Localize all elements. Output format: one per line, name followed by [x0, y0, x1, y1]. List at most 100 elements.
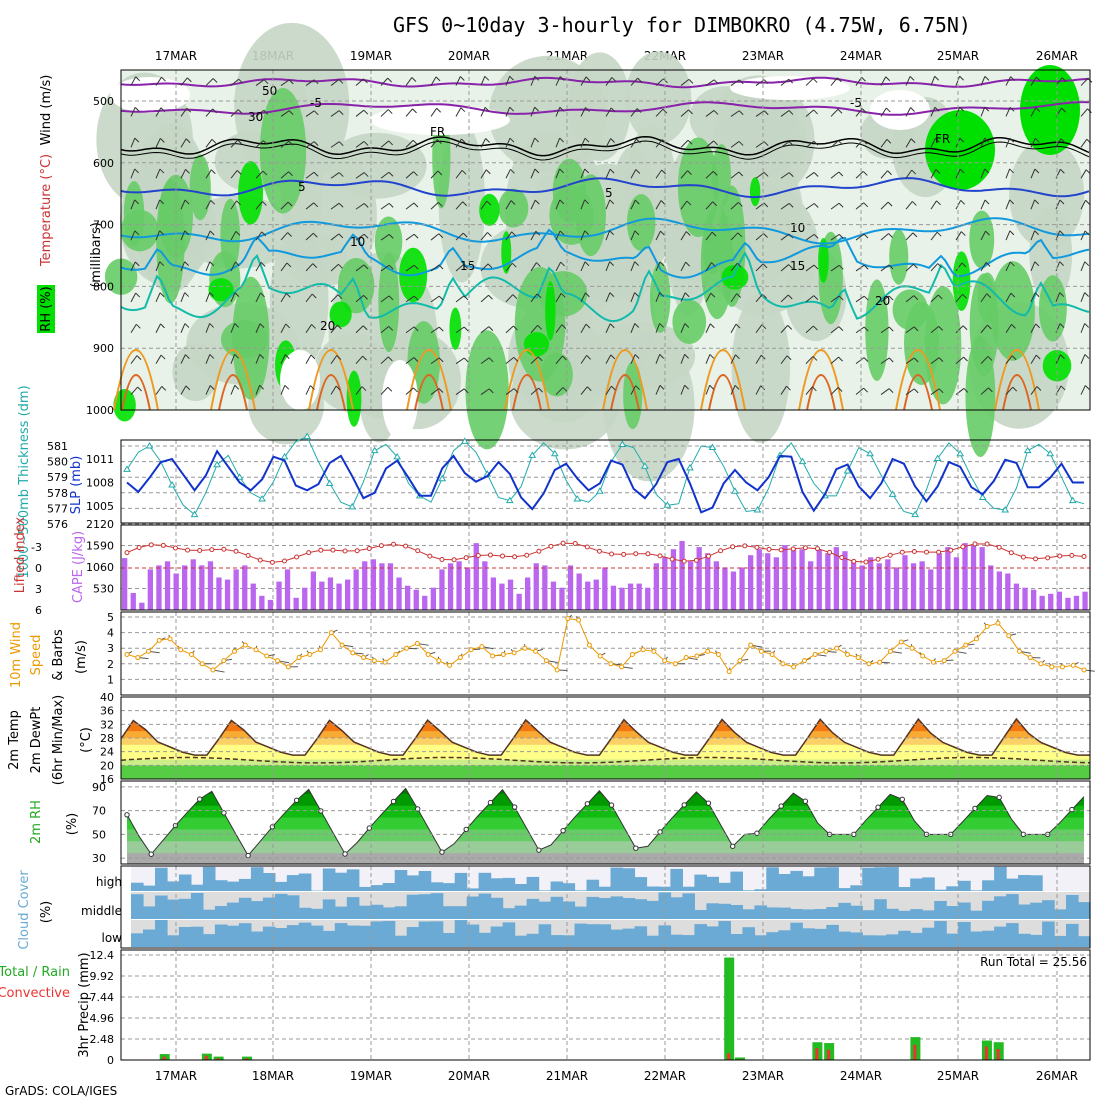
cloud-cell: [418, 871, 432, 891]
cloud-cell: [322, 868, 336, 891]
wind-barb: [1005, 292, 1012, 303]
wind-axis-label-3: & Barbs: [51, 629, 66, 681]
cloud-cell: [418, 894, 432, 919]
cloud-cell: [706, 926, 719, 947]
wind-barb-flag: [985, 261, 991, 267]
wind-barb: [380, 233, 390, 241]
wind-barb: [905, 388, 915, 395]
wind-barb: [755, 110, 765, 117]
precip-axis-label: 3hr Precip (mm): [77, 952, 92, 1057]
temp-tick: 40: [100, 691, 114, 704]
wind-barb: [305, 354, 312, 364]
cloud-cell: [982, 900, 995, 919]
rh-point: [463, 826, 469, 833]
wind-barb: [580, 76, 587, 86]
wind-barb-flag: [1010, 76, 1015, 82]
rh-legend-swatch: [37, 285, 55, 333]
wind-barb-flag: [412, 139, 418, 145]
rh-blob: [449, 307, 462, 350]
cape-bar: [387, 563, 394, 610]
cloud-cell: [250, 931, 264, 947]
wind-barb: [580, 107, 586, 117]
wind-barb-flag: [509, 75, 514, 81]
wind-barb-flag: [209, 385, 215, 390]
li-point: [160, 542, 166, 548]
wind-barb: [1030, 76, 1037, 86]
wind-barb: [180, 77, 188, 86]
wind-barb: [480, 232, 488, 241]
li-point: [742, 543, 748, 549]
wind-point: [436, 658, 442, 664]
rh-blob: [925, 110, 995, 190]
rh-blob: [374, 216, 403, 267]
cloud-cell: [286, 875, 300, 891]
wind-barb: [605, 230, 611, 241]
wind-tick: 4: [107, 627, 114, 640]
wind-barb: [805, 140, 815, 148]
wind-barb: [480, 76, 486, 86]
wind-barb: [705, 354, 711, 364]
wind-barb: [230, 170, 238, 179]
wind-barb-flag: [609, 323, 615, 329]
wind-barb: [705, 79, 715, 86]
wind-barb-flag: [963, 388, 969, 393]
wind-barb-flag: [534, 75, 540, 81]
wind-barb-flag: [259, 354, 265, 359]
wind-barb-flag: [1034, 168, 1040, 174]
wind-barb-flag: [184, 292, 190, 297]
wind-barb-flag: [585, 107, 590, 112]
rh-blob: [1020, 65, 1080, 155]
wind-barb: [605, 261, 611, 272]
wind-barb-flag: [786, 385, 791, 391]
wind-point: [479, 644, 485, 650]
cape-bar: [756, 549, 762, 610]
wind-barb: [255, 109, 265, 117]
wind-barb-flag: [885, 76, 891, 82]
cape-bar: [679, 541, 685, 610]
cape-bar: [507, 579, 514, 610]
wind-barb: [230, 231, 237, 241]
wind-point: [199, 661, 205, 667]
wind-barb-flag: [713, 140, 719, 146]
wind-barb: [305, 263, 314, 272]
wind-barb: [205, 230, 211, 241]
precip-bar-convective: [815, 1048, 819, 1060]
wind-barb: [980, 76, 986, 86]
wind-barb: [955, 356, 964, 365]
wind-barb-flag: [888, 388, 894, 394]
cape-bar: [1005, 573, 1011, 610]
rh-point: [681, 802, 687, 808]
wind-barb-flag: [687, 139, 693, 145]
wind-barb-flag: [935, 137, 940, 143]
wind-barb-flag: [463, 357, 469, 363]
li-point: [524, 552, 530, 558]
wind-barb: [230, 261, 236, 272]
wind-barb: [380, 326, 390, 334]
cloud-cell: [610, 896, 624, 919]
wind-barb-flag: [863, 357, 869, 363]
wind-barb-flag: [134, 199, 140, 205]
li-point: [851, 558, 857, 564]
wind-barb: [555, 76, 561, 86]
wind-barb-flag: [388, 171, 394, 177]
rh-blob: [865, 279, 889, 381]
wind-barb-flag: [1011, 355, 1017, 361]
cloud-cell: [214, 906, 228, 919]
rh-blob: [159, 174, 193, 259]
cloud-cell: [802, 876, 815, 891]
cloud-cell: [898, 887, 911, 891]
wind-barb: [605, 77, 613, 86]
wind-barb: [880, 201, 889, 210]
wind-point: [146, 648, 152, 654]
wind-barb: [380, 295, 390, 303]
wind-barb-flag: [438, 388, 444, 393]
wind-barb-flag: [709, 354, 715, 359]
wind-barb: [555, 168, 561, 179]
li-point: [875, 556, 881, 562]
rh-axis-label: 2m RH: [29, 800, 44, 844]
cloud-cell: [478, 932, 492, 947]
wind-barb: [405, 357, 415, 365]
wind-barb: [705, 110, 715, 117]
